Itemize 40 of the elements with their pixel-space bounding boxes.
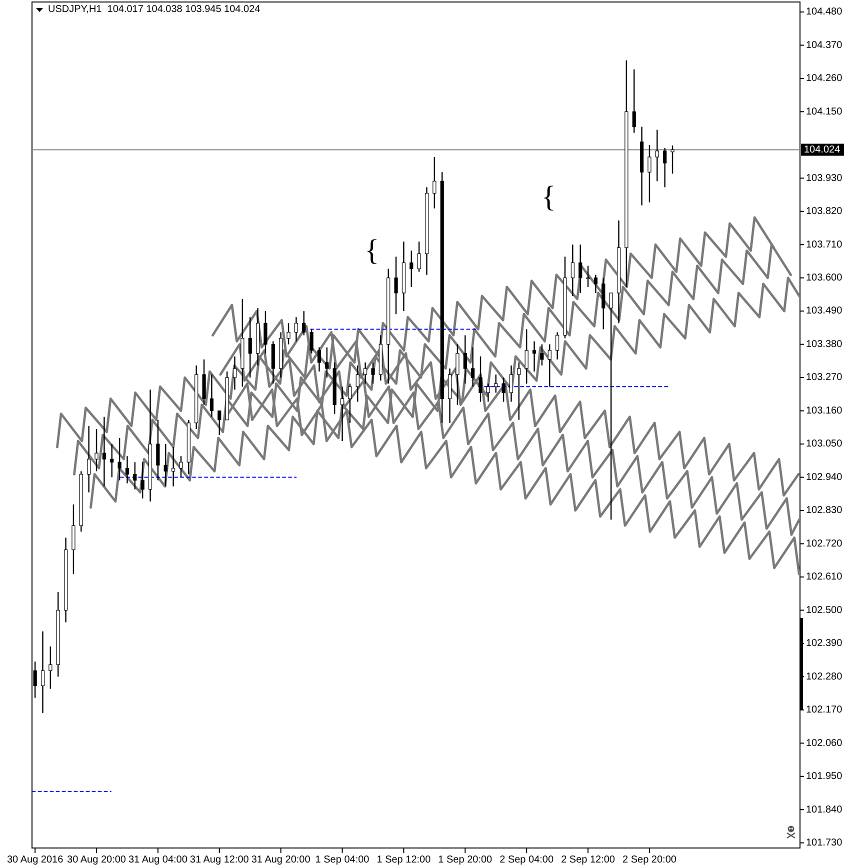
y-tick-label: 102.940 (806, 472, 843, 483)
y-tick-label: 104.370 (806, 40, 843, 51)
x-tick-label: 31 Aug 04:00 (128, 854, 188, 866)
y-tick-label: 103.710 (806, 239, 843, 250)
y-tick-label: 102.720 (806, 538, 843, 550)
y-tick-label: 104.150 (806, 106, 843, 118)
y-tick-label: 101.950 (806, 771, 843, 782)
y-tick-label: 101.730 (806, 838, 843, 849)
y-tick-label: 101.840 (806, 804, 843, 816)
y-tick-label: 103.820 (806, 206, 843, 218)
annotation: { (541, 180, 556, 214)
y-tick-label: 104.480 (806, 6, 843, 18)
y-tick-label: 103.050 (806, 438, 843, 450)
x-tick-label: 2 Sep 12:00 (561, 854, 616, 866)
y-tick-label: 103.160 (806, 405, 843, 416)
y-tick-label: 103.490 (806, 306, 843, 317)
chart-title: USDJPY,H1 104.017 104.038 103.945 104.024 (48, 4, 261, 15)
y-tick-label: 103.380 (806, 338, 843, 350)
y-tick-label: 102.280 (806, 671, 843, 682)
y-tick-label: 102.390 (806, 638, 843, 650)
y-tick-label: 102.830 (806, 505, 843, 516)
y-tick-label: 103.930 (806, 172, 843, 184)
x-tick-label: 30 Aug 2016 (6, 854, 64, 866)
x-tick-label: 30 Aug 20:00 (67, 854, 126, 866)
x-tick-label: 2 Sep 04:00 (500, 854, 554, 866)
y-tick-label: 104.260 (806, 73, 843, 84)
y-tick-label: 102.610 (806, 572, 843, 583)
y-tick-label: 102.170 (806, 704, 843, 716)
x-tick-label: 2 Sep 20:00 (622, 854, 677, 866)
y-tick-label: 103.600 (806, 272, 843, 284)
annotation: { (364, 234, 380, 267)
ref-line-label: 104.024 (804, 144, 841, 156)
y-tick-label: 103.270 (806, 372, 843, 384)
y-tick-label: 102.500 (806, 604, 843, 616)
x-tick-label: 1 Sep 20:00 (438, 854, 493, 866)
x-tick-label: 1 Sep 12:00 (376, 854, 432, 866)
y-tick-label: 102.060 (806, 738, 843, 749)
x-tick-label: 31 Aug 12:00 (190, 854, 250, 866)
x-tick-label: 31 Aug 20:00 (251, 854, 311, 866)
x-tick-label: 1 Sep 04:00 (315, 854, 370, 866)
